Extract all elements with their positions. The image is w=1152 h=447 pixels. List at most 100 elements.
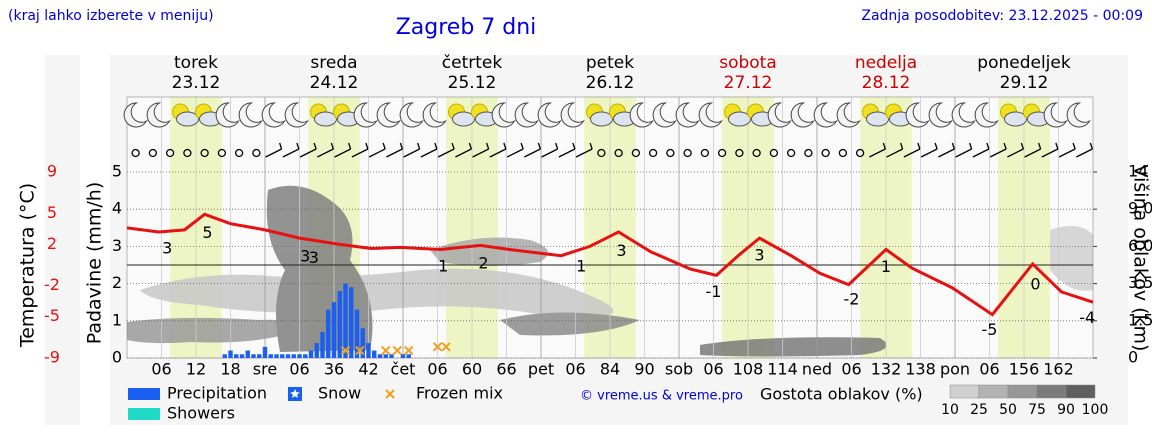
day-name: četrtek — [442, 53, 503, 73]
day-date: 25.12 — [448, 73, 497, 93]
moon-icon — [951, 102, 976, 128]
legend-label: Precipitation — [167, 384, 267, 403]
moon-icon — [284, 102, 309, 128]
precipitation-bar — [320, 331, 325, 358]
wind-barb — [468, 142, 472, 150]
temperature-label: 3 — [162, 239, 172, 258]
y2-tick-label: 3.5 — [1128, 273, 1152, 292]
moon-icon — [905, 102, 930, 128]
wind-calm — [717, 148, 727, 158]
y2-tick-label: 9.0 — [1128, 199, 1152, 218]
wind-barb — [434, 142, 438, 150]
precipitation-bar — [331, 302, 337, 358]
density-tick-label: 25 — [970, 402, 988, 418]
x-tick-label: čet — [391, 360, 416, 379]
wind-calm — [752, 148, 761, 158]
moon-icon — [514, 102, 539, 128]
precipitation-bar — [349, 287, 354, 358]
precipitation-bar — [245, 350, 250, 358]
legend-label: Snow — [318, 384, 361, 403]
precipitation-bar — [257, 354, 262, 358]
x-tick-label: 06 — [427, 360, 447, 379]
wind-barb — [1089, 142, 1093, 150]
temperature-label: -1 — [706, 282, 722, 301]
temperature-tick-label: 9 — [47, 162, 57, 181]
y-tick-label: 4 — [112, 199, 122, 218]
day-name: petek — [586, 53, 634, 73]
precipitation-bar — [360, 328, 365, 358]
precipitation-bar — [274, 354, 279, 358]
precipitation-bar — [389, 354, 394, 358]
updated: Zadnja posodobitev: 23.12.2025 - 00:09 — [861, 8, 1143, 24]
moon-icon — [767, 102, 792, 128]
moon-icon — [928, 102, 953, 128]
precipitation-bar — [239, 354, 245, 358]
temperature-axis-title: Temperatura (°C) — [17, 183, 39, 348]
mark-layer — [123, 102, 1094, 358]
wind-barb — [279, 142, 283, 150]
wind-barb — [382, 142, 386, 150]
wind-barb — [1055, 142, 1059, 150]
x-tick-label: 06 — [979, 360, 999, 379]
wind-barb — [437, 148, 455, 158]
temperature-label: 1 — [881, 257, 891, 276]
density-box — [1036, 384, 1067, 399]
wind-barb — [1041, 148, 1059, 158]
wind-barb — [869, 148, 886, 158]
moon-icon — [146, 102, 171, 128]
wind-barb — [403, 148, 420, 158]
density-tick-label: 90 — [1057, 402, 1075, 418]
day-name: torek — [174, 53, 218, 73]
wind-barb — [955, 148, 972, 158]
temperature-label: 3 — [300, 247, 310, 266]
wind-barb — [330, 142, 334, 150]
wind-barb — [1003, 142, 1007, 150]
moon-icon — [399, 102, 424, 128]
wind-barb — [506, 148, 524, 158]
precipitation-bar — [222, 354, 227, 358]
panel — [45, 55, 80, 425]
moon-icon — [560, 102, 585, 128]
legend-label: Showers — [167, 404, 235, 423]
wind-calm — [183, 148, 192, 158]
wind-calm — [200, 148, 209, 158]
precipitation-bar — [262, 346, 268, 358]
precipitation-bar — [326, 309, 331, 358]
wind-barb — [489, 148, 507, 158]
title: Zagreb 7 dni — [396, 15, 537, 40]
cloud-icon — [176, 111, 199, 127]
wind-barb — [420, 148, 438, 158]
precipitation-bar — [406, 354, 411, 358]
wind-calm — [769, 148, 779, 158]
temperature-label: -5 — [982, 320, 998, 339]
day-date: 26.12 — [586, 73, 635, 93]
temperature-label: 3 — [616, 241, 626, 260]
x-tick-label: 06 — [151, 360, 171, 379]
cloud-area — [500, 312, 640, 336]
temperature-tick-label: -9 — [44, 348, 60, 367]
wind-calm — [648, 148, 658, 158]
legend-swatch — [128, 408, 160, 420]
wind-barb — [417, 142, 421, 150]
x-tick-label: ned — [802, 360, 832, 379]
precipitation-bar — [268, 354, 273, 358]
moon-icon — [123, 102, 148, 128]
wind-calm — [735, 148, 744, 158]
wind-barb — [886, 148, 903, 158]
moon-icon — [1066, 102, 1091, 128]
wind-calm — [217, 148, 227, 158]
temperature-label: 2 — [478, 253, 488, 272]
frozen-mix-marker — [441, 342, 451, 352]
wind-calm — [165, 148, 175, 158]
wind-barb — [1072, 142, 1076, 150]
y2-axis-title: Višina oblakov (km) — [1130, 165, 1152, 352]
x-tick-label: 06 — [565, 360, 585, 379]
wind-barb — [986, 142, 990, 150]
wind-barb — [317, 148, 334, 158]
wind-calm — [838, 148, 848, 158]
precipitation-bar — [354, 309, 360, 358]
temperature-label: -2 — [844, 289, 860, 308]
cloud-icon — [1004, 111, 1027, 127]
x-tick-label: 156 — [1009, 360, 1040, 379]
